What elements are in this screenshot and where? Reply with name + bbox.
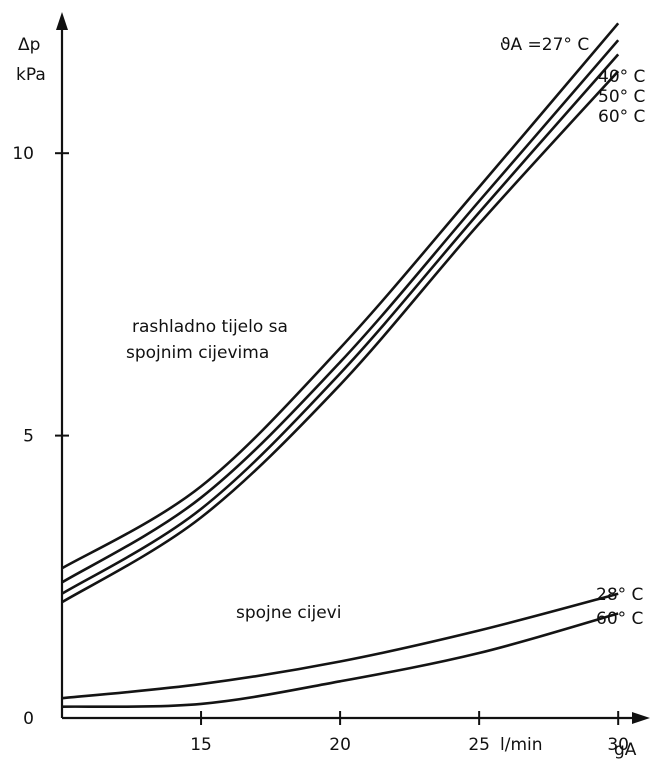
x-tick-label: 20	[329, 735, 351, 755]
x-axis-symbol: gA	[614, 740, 637, 760]
x-axis-arrow	[632, 712, 650, 724]
x-axis-unit: l/min	[500, 735, 543, 755]
series-label: ϑA =27° C	[500, 35, 589, 55]
curves	[61, 22, 620, 709]
series-label: 60° C	[598, 107, 645, 127]
series-label: 28° C	[596, 585, 643, 605]
series-line	[61, 39, 620, 584]
series-line	[61, 592, 619, 700]
y-tick-label: 0	[23, 709, 34, 729]
y-axis-arrow	[56, 12, 68, 30]
x-tick-label: 25	[468, 735, 490, 755]
y-tick-label: 5	[23, 427, 34, 447]
series-line	[61, 53, 620, 595]
y-axis-unit: kPa	[16, 65, 46, 85]
series-label: 60° C	[596, 609, 643, 629]
x-tick-label: 30	[607, 735, 629, 755]
series-label: 50° C	[598, 87, 645, 107]
series-line	[61, 612, 619, 709]
x-tick-label: 15	[190, 735, 212, 755]
y-axis-symbol: Δp	[18, 35, 40, 55]
ticks: 15 20 25 30 0 5 10	[12, 144, 629, 755]
series-line	[61, 70, 620, 604]
group-label: spojne cijevi	[236, 603, 341, 623]
y-tick-label: 10	[12, 144, 34, 164]
axes: Δp kPa l/min gA	[16, 12, 650, 760]
group-label: spojnim cijevima	[126, 343, 269, 363]
series-label: 40° C	[598, 67, 645, 87]
group-label: rashladno tijelo sa	[132, 317, 288, 337]
series-line	[61, 22, 620, 570]
